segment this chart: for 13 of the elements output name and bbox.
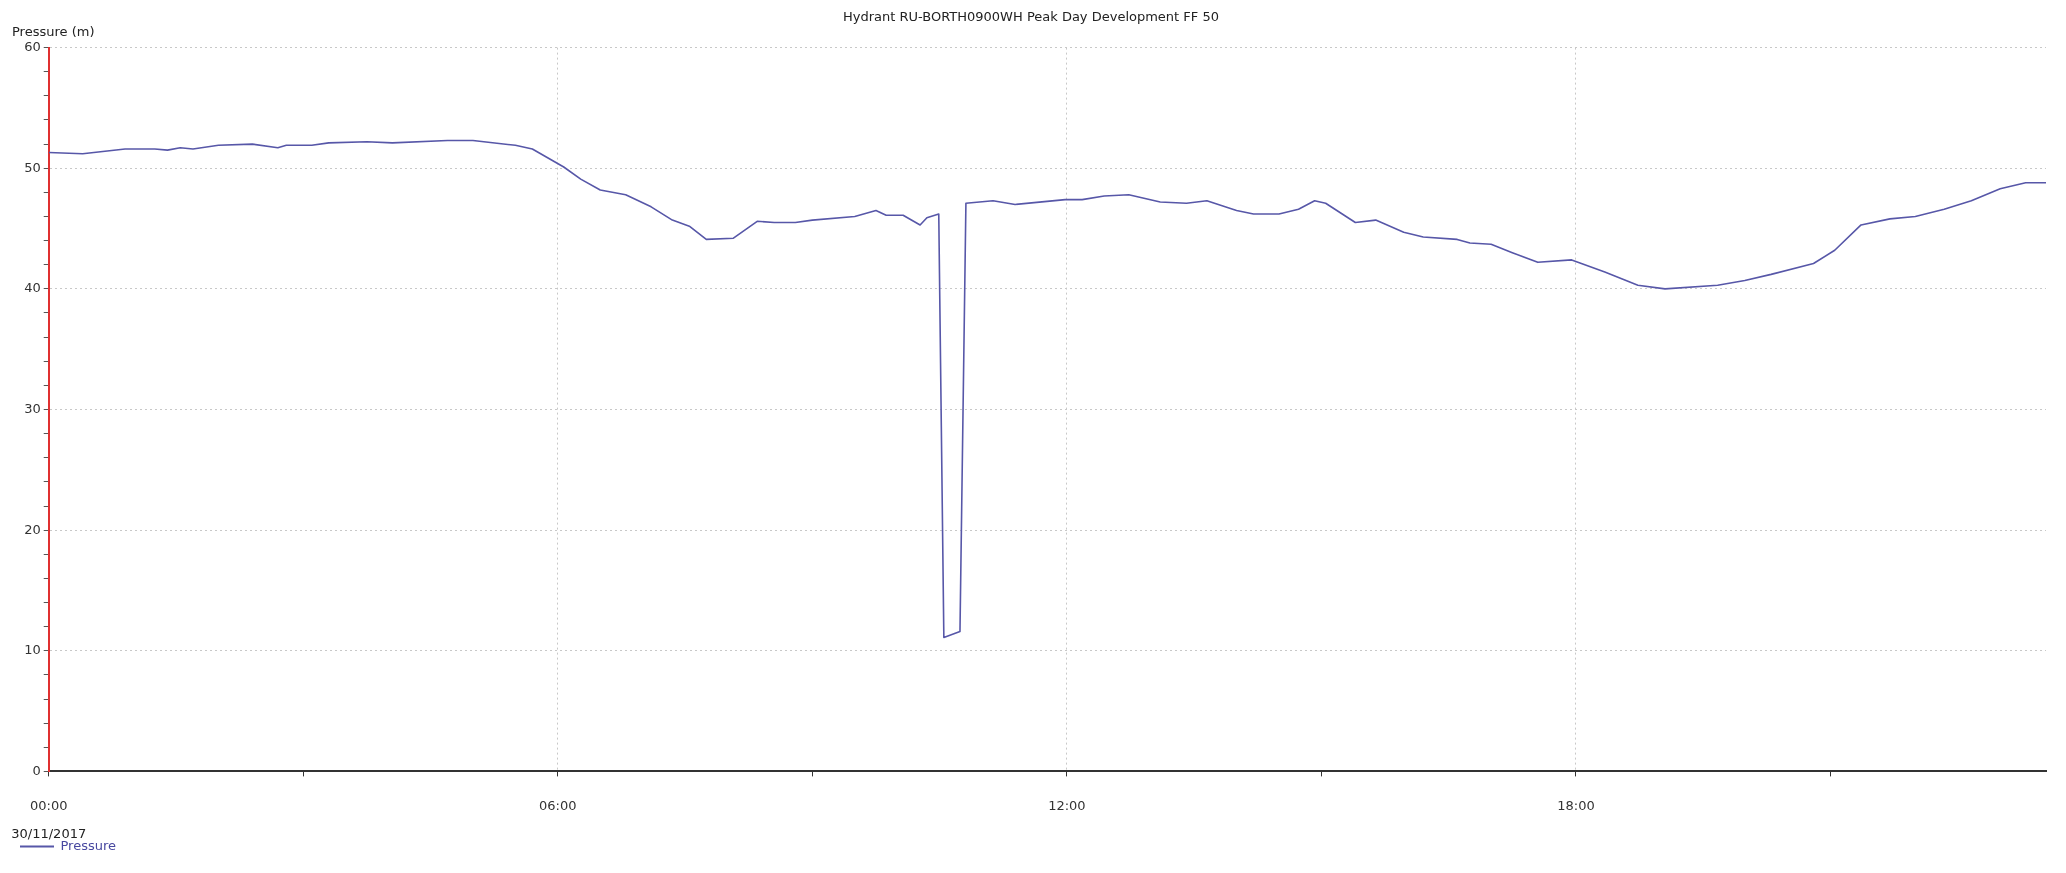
y-tick-label: 60 [24, 38, 41, 54]
x-tick-label: 12:00 [1048, 797, 1086, 813]
chart-title: Hydrant RU-BORTH0900WH Peak Day Development FF 50 [843, 9, 1219, 25]
y-axis-title: Pressure (m) [12, 24, 95, 40]
y-tick-label: 10 [24, 642, 41, 658]
y-tick-label: 50 [24, 159, 41, 175]
y-tick-label: 20 [24, 521, 41, 537]
y-tick-label: 30 [24, 400, 41, 416]
y-tick-label: 40 [24, 280, 41, 296]
x-tick-label: 06:00 [539, 797, 577, 813]
x-tick-label: 00:00 [30, 797, 68, 813]
x-tick-label: 18:00 [1557, 797, 1595, 813]
y-tick-label: 0 [32, 762, 41, 778]
